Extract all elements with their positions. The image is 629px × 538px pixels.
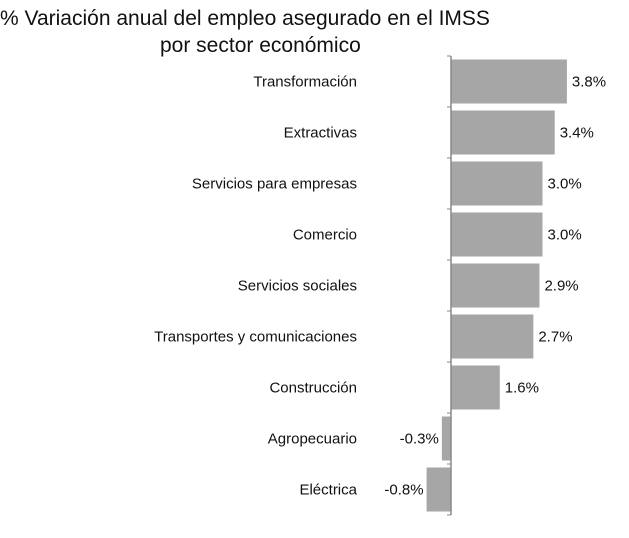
data-label-2: 3.4% — [560, 125, 594, 142]
category-label-8: Agropecuario — [268, 431, 357, 448]
bar-1 — [451, 59, 567, 104]
category-label-2: Extractivas — [284, 125, 357, 142]
category-label-7: Construcción — [269, 380, 357, 397]
chart-title-block: % Variación anual del empleo asegurado e… — [0, 5, 629, 59]
category-label-4: Comercio — [293, 227, 357, 244]
data-label-9: -0.8% — [384, 482, 423, 499]
bar-2 — [451, 110, 555, 155]
bar-5 — [451, 263, 540, 308]
data-label-8: -0.3% — [400, 431, 439, 448]
category-label-3: Servicios para empresas — [192, 176, 357, 193]
bar-7 — [451, 365, 500, 410]
chart-subtitle: por sector económico — [160, 34, 361, 57]
data-label-4: 3.0% — [548, 227, 582, 244]
data-label-7: 1.6% — [505, 380, 539, 397]
category-label-5: Servicios sociales — [238, 278, 357, 295]
category-label-9: Eléctrica — [299, 482, 357, 499]
data-label-3: 3.0% — [548, 176, 582, 193]
category-label-6: Transportes y comunicaciones — [154, 329, 357, 346]
data-label-6: 2.7% — [538, 329, 572, 346]
chart-title: % Variación anual del empleo asegurado e… — [0, 7, 490, 30]
bar-8 — [441, 416, 451, 461]
category-label-1: Transformación — [253, 74, 357, 91]
data-label-1: 3.8% — [572, 74, 606, 91]
bar-4 — [451, 212, 543, 257]
bar-3 — [451, 161, 543, 206]
data-label-5: 2.9% — [544, 278, 578, 295]
bar-9 — [426, 467, 451, 512]
bar-6 — [451, 314, 534, 359]
